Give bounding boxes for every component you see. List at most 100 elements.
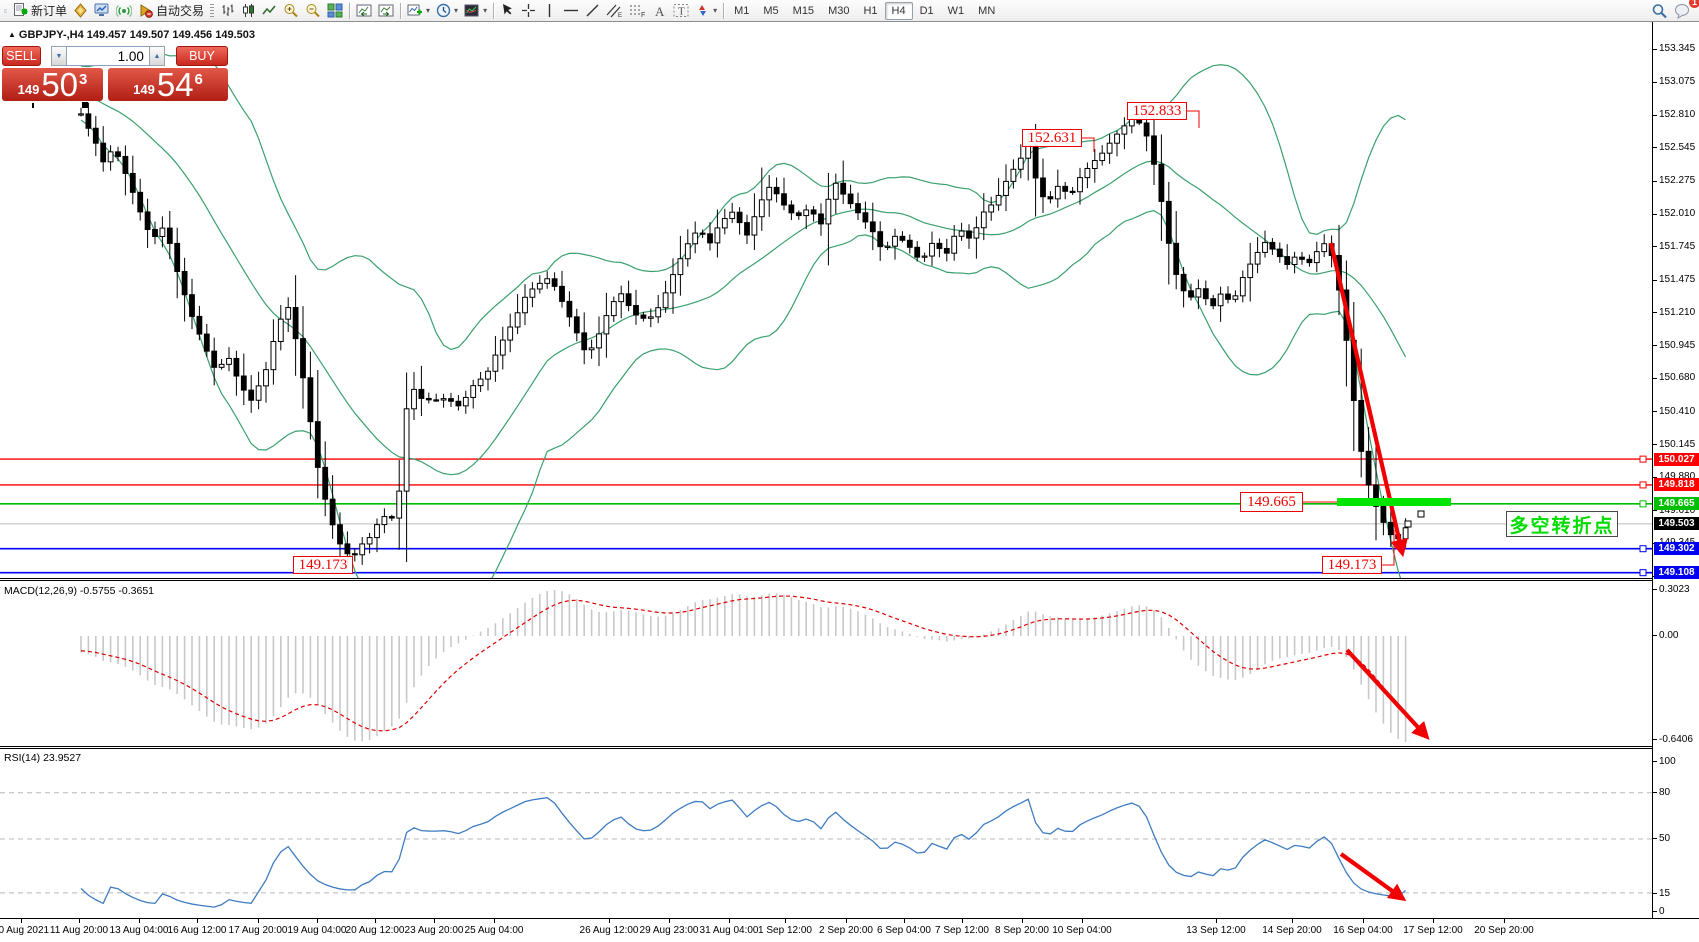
time-label: 20 Sep 20:00 — [1474, 925, 1534, 936]
trendline-button[interactable] — [582, 1, 603, 21]
price-axis[interactable]: 153.345 153.075 152.810 152.545 152.275 152.0… — [1652, 22, 1699, 918]
timeframe-button-m1[interactable]: M1 — [734, 4, 750, 17]
text-button[interactable]: A — [649, 1, 670, 21]
templates-dropdown-arrow[interactable]: ▾ — [483, 5, 488, 15]
time-tick — [1504, 919, 1505, 923]
cursor-button[interactable] — [497, 1, 518, 21]
indicators-button[interactable]: ▾ — [404, 1, 433, 21]
metaeditor-button[interactable] — [70, 1, 91, 21]
macd-axis-label: 0.00 — [1659, 630, 1679, 641]
rsi-axis-label: 0 — [1659, 906, 1665, 917]
timeframe-button-mn[interactable]: MN — [978, 4, 996, 17]
chart-autoscroll-button[interactable] — [375, 1, 397, 21]
svg-text:A: A — [655, 4, 665, 18]
axis-tick — [1653, 312, 1657, 314]
chart-shift-button[interactable] — [353, 1, 375, 21]
axis-tick — [1653, 476, 1657, 478]
axis-tick — [1653, 377, 1657, 379]
panel-splitter-rsi[interactable] — [0, 746, 1699, 749]
axis-price-label: 153.075 — [1659, 76, 1696, 88]
zoom-out-button[interactable] — [302, 1, 324, 21]
lot-size-input[interactable] — [66, 46, 149, 66]
buy-price-display[interactable]: 149 54 6 — [108, 68, 228, 101]
highlight-bar[interactable] — [1337, 498, 1451, 506]
time-tick — [317, 919, 318, 923]
tile-windows-button[interactable] — [324, 1, 346, 21]
text-label-button[interactable]: T — [670, 1, 692, 21]
new-order-button[interactable]: 新订单 — [10, 1, 70, 21]
periods-button[interactable]: ▾ — [433, 1, 461, 21]
time-label: 26 Aug 12:00 — [579, 925, 639, 936]
market-watch-button[interactable] — [91, 1, 113, 21]
toolbar-separator — [400, 2, 402, 19]
vertical-line-button[interactable] — [539, 1, 560, 21]
lot-decrease-button[interactable]: ▼ — [50, 46, 67, 66]
sell-price-display[interactable]: 149 50 3 — [2, 68, 103, 101]
macd-panel-canvas[interactable] — [0, 582, 1652, 746]
panel-splitter-macd[interactable] — [0, 578, 1699, 581]
line-chart-button[interactable] — [259, 1, 280, 21]
chart-price-label[interactable]: 149.665 — [1240, 492, 1303, 512]
search-button[interactable] — [1648, 1, 1671, 21]
indicators-icon — [407, 4, 423, 16]
axis-price-label: 152.275 — [1659, 175, 1696, 187]
time-label: 10 Sep 04:00 — [1052, 925, 1112, 936]
time-tick — [434, 919, 435, 923]
chart-price-label[interactable]: 152.631 — [1022, 129, 1082, 147]
time-tick — [904, 919, 905, 923]
notifications-button[interactable]: 1 — [1671, 0, 1699, 21]
signals-button[interactable] — [113, 1, 135, 21]
time-tick — [729, 919, 730, 923]
periods-dropdown-arrow[interactable]: ▾ — [454, 5, 459, 15]
main-chart-canvas[interactable] — [0, 22, 1652, 578]
bar-chart-button[interactable] — [217, 1, 238, 21]
buy-price-small: 149 — [133, 82, 155, 97]
timeframe-button-m15[interactable]: M15 — [792, 4, 815, 17]
axis-tick — [1653, 81, 1657, 83]
new-order-label: 新订单 — [31, 4, 68, 18]
axis-price-label: 149.880 — [1659, 471, 1696, 483]
trend-arrow-macd[interactable] — [1345, 648, 1430, 740]
fibonacci-button[interactable]: F — [626, 1, 649, 21]
time-label: 8 Sep 20:00 — [995, 925, 1049, 936]
lot-increase-button[interactable]: ▲ — [148, 46, 165, 66]
crosshair-button[interactable] — [518, 1, 539, 21]
chart-price-label[interactable]: 152.833 — [1127, 102, 1187, 120]
indicators-dropdown-arrow[interactable]: ▾ — [426, 5, 431, 15]
axis-tick — [1653, 279, 1657, 281]
axis-tick — [1653, 48, 1657, 50]
timeframe-button-w1[interactable]: W1 — [947, 4, 965, 17]
buy-button[interactable]: BUY — [175, 46, 228, 66]
equidistant-channel-button[interactable]: E — [603, 1, 626, 21]
timeframe-button-m5[interactable]: M5 — [763, 4, 779, 17]
rsi-panel-canvas[interactable] — [0, 749, 1652, 918]
zoom-out-icon — [306, 4, 320, 18]
timeframe-button-d1[interactable]: D1 — [919, 4, 934, 17]
chart-price-label[interactable]: 149.173 — [1322, 556, 1382, 574]
candlestick-chart-button[interactable] — [238, 1, 259, 21]
toolbar-separator — [493, 2, 495, 19]
templates-button[interactable]: ▾ — [461, 1, 490, 21]
time-tick — [785, 919, 786, 923]
autotrading-button[interactable]: 自动交易 — [135, 1, 207, 21]
horizontal-line-button[interactable] — [560, 1, 582, 21]
trend-arrow-rsi[interactable] — [1339, 852, 1407, 902]
arrows-button[interactable]: ▾ — [692, 1, 720, 21]
timeframe-button-h1[interactable]: H1 — [863, 4, 878, 17]
zoom-in-button[interactable] — [280, 1, 302, 21]
main-toolbar: 新订单 — [0, 0, 1699, 22]
symbol-marker: ▲ — [8, 30, 16, 39]
object-anchor — [82, 102, 88, 108]
timeframe-button-h4[interactable]: H4 — [884, 1, 913, 20]
timeframe-button-m30[interactable]: M30 — [828, 4, 850, 17]
arrows-dropdown-arrow[interactable]: ▾ — [713, 5, 718, 15]
chart-price-label[interactable]: 149.173 — [293, 556, 353, 574]
sell-button[interactable]: SELL — [2, 46, 41, 66]
autotrading-label: 自动交易 — [156, 4, 205, 18]
time-label: 13 Sep 12:00 — [1186, 925, 1246, 936]
sell-price-big: 50 — [41, 66, 79, 103]
svg-text:E: E — [618, 13, 622, 18]
time-label: 2 Sep 20:00 — [819, 925, 873, 936]
turning-point-note[interactable]: 多空转折点 — [1506, 511, 1618, 537]
